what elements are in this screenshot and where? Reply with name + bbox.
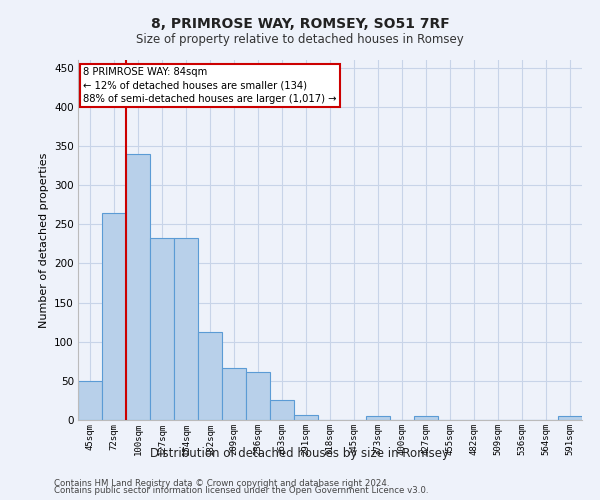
Bar — [78, 381, 102, 420]
Bar — [270, 400, 294, 420]
Bar — [246, 372, 270, 420]
Bar — [126, 154, 150, 420]
Bar — [174, 238, 198, 420]
Text: Contains HM Land Registry data © Crown copyright and database right 2024.: Contains HM Land Registry data © Crown c… — [54, 478, 389, 488]
Bar — [558, 416, 582, 420]
Y-axis label: Number of detached properties: Number of detached properties — [38, 152, 49, 328]
Bar — [294, 416, 318, 420]
Text: 8, PRIMROSE WAY, ROMSEY, SO51 7RF: 8, PRIMROSE WAY, ROMSEY, SO51 7RF — [151, 18, 449, 32]
Bar — [366, 416, 390, 420]
Bar — [198, 332, 222, 420]
Text: Contains public sector information licensed under the Open Government Licence v3: Contains public sector information licen… — [54, 486, 428, 495]
Text: Size of property relative to detached houses in Romsey: Size of property relative to detached ho… — [136, 32, 464, 46]
Bar — [150, 238, 174, 420]
Bar — [102, 212, 126, 420]
Bar — [222, 368, 246, 420]
Bar — [414, 416, 438, 420]
Text: 8 PRIMROSE WAY: 84sqm
← 12% of detached houses are smaller (134)
88% of semi-det: 8 PRIMROSE WAY: 84sqm ← 12% of detached … — [83, 67, 337, 104]
Text: Distribution of detached houses by size in Romsey: Distribution of detached houses by size … — [151, 448, 449, 460]
